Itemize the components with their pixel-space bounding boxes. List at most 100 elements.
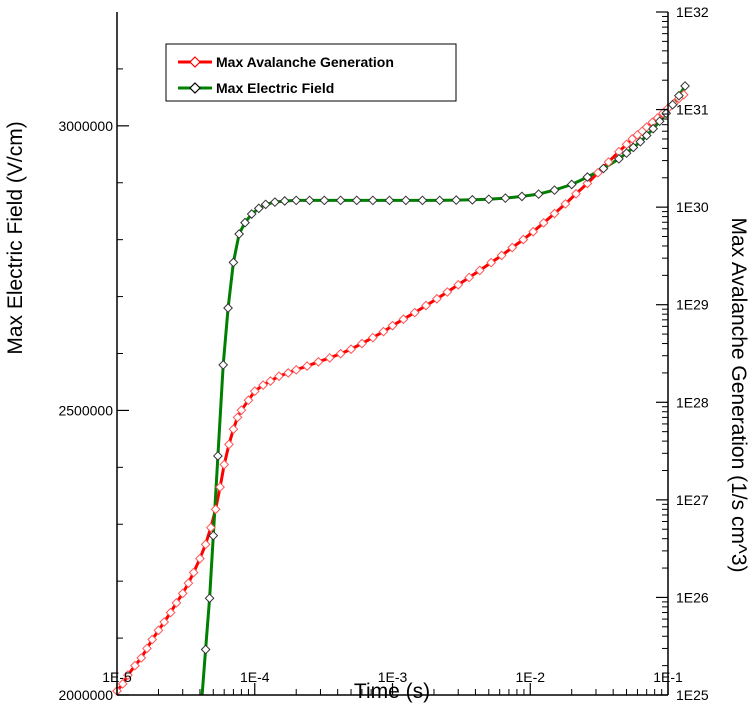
data-point-max-avalanche-generation <box>177 588 188 599</box>
data-point-max-avalanche-generation <box>496 250 507 261</box>
legend-marker-field <box>189 82 201 94</box>
data-point-max-avalanche-generation <box>431 293 442 304</box>
data-point-max-electric-field <box>218 359 229 370</box>
data-point-max-avalanche-generation <box>549 208 560 219</box>
data-point-max-avalanche-generation <box>367 332 378 343</box>
series-markers <box>112 81 690 696</box>
data-point-max-avalanche-generation <box>528 226 539 237</box>
data-point-max-avalanche-generation <box>442 287 453 297</box>
plot-area <box>117 12 668 695</box>
data-point-max-avalanche-generation <box>236 405 247 416</box>
data-point-max-avalanche-generation <box>357 338 367 349</box>
data-point-max-avalanche-generation <box>219 459 230 470</box>
data-point-max-avalanche-generation <box>313 356 324 367</box>
data-point-max-avalanche-generation <box>378 326 389 337</box>
data-point-max-electric-field <box>613 153 624 164</box>
data-point-max-avalanche-generation <box>335 348 346 359</box>
y-tick-label-right: 1E31 <box>676 102 709 118</box>
data-point-max-electric-field <box>335 195 346 206</box>
data-point-max-electric-field <box>549 185 560 196</box>
data-point-max-avalanche-generation <box>387 320 398 331</box>
data-point-max-electric-field <box>204 593 215 604</box>
x-axis-title: Time (s) <box>354 680 430 703</box>
data-point-max-electric-field <box>598 163 609 174</box>
data-point-max-avalanche-generation <box>153 625 164 636</box>
data-point-max-electric-field <box>533 189 544 200</box>
data-point-max-electric-field <box>384 195 395 206</box>
data-point-max-electric-field <box>367 195 378 206</box>
data-point-max-avalanche-generation <box>224 439 234 450</box>
y-tick-label-left: 2500000 <box>58 402 113 418</box>
data-point-max-avalanche-generation <box>171 597 182 608</box>
data-point-max-electric-field <box>253 203 264 214</box>
data-point-max-electric-field <box>667 99 678 110</box>
data-point-max-avalanche-generation <box>324 352 335 363</box>
data-point-max-avalanche-generation <box>188 567 199 578</box>
data-point-max-electric-field <box>483 194 494 205</box>
data-point-max-avalanche-generation <box>258 380 269 391</box>
data-point-max-electric-field <box>654 116 665 127</box>
y-axis-title-right: Max Avalanche Generation (1/s cm^3) <box>727 218 750 573</box>
data-point-max-avalanche-generation <box>122 670 133 680</box>
data-point-max-electric-field <box>212 451 223 461</box>
data-point-max-electric-field <box>260 199 271 210</box>
data-point-max-avalanche-generation <box>291 364 302 375</box>
data-point-max-avalanche-generation <box>538 217 549 228</box>
data-point-max-avalanche-generation <box>409 307 420 318</box>
data-point-max-electric-field <box>500 193 511 204</box>
y-tick-label-right: 1E28 <box>676 394 709 410</box>
data-point-max-electric-field <box>566 179 577 190</box>
data-point-max-electric-field <box>628 142 639 153</box>
data-point-max-electric-field <box>467 194 478 205</box>
data-point-max-electric-field <box>208 530 219 541</box>
data-point-max-avalanche-generation <box>302 361 313 371</box>
data-point-max-avalanche-generation <box>130 660 140 671</box>
y-tick-label-right: 1E32 <box>676 4 709 20</box>
data-point-max-electric-field <box>517 191 527 202</box>
data-point-max-avalanche-generation <box>346 344 356 355</box>
data-point-max-avalanche-generation <box>486 257 497 268</box>
series-line-max-electric-field <box>200 85 687 696</box>
x-tick-label: 1E-1 <box>653 669 683 685</box>
x-tick-label: 1E-2 <box>515 669 545 685</box>
data-point-max-electric-field <box>279 196 290 206</box>
data-point-max-avalanche-generation <box>205 522 216 533</box>
data-point-max-avalanche-generation <box>627 134 638 144</box>
data-point-max-avalanche-generation <box>249 386 260 397</box>
data-point-max-avalanche-generation <box>243 395 254 406</box>
y-tick-label-left: 2000000 <box>58 687 113 703</box>
data-point-max-avalanche-generation <box>117 678 128 689</box>
data-point-max-avalanche-generation <box>421 300 431 311</box>
data-point-max-avalanche-generation <box>560 198 571 209</box>
data-point-max-avalanche-generation <box>464 272 475 283</box>
data-point-max-avalanche-generation <box>232 412 243 423</box>
y-tick-label-left: 3000000 <box>58 118 113 134</box>
data-point-max-avalanche-generation <box>398 314 409 325</box>
legend-marker-avalanche <box>189 56 201 68</box>
data-point-max-electric-field <box>434 195 445 206</box>
legend: Max Avalanche Generation Max Electric Fi… <box>165 43 457 102</box>
data-point-max-electric-field <box>304 195 315 206</box>
data-point-max-avalanche-generation <box>518 234 529 245</box>
x-tick-label: 1E-3 <box>378 669 408 685</box>
data-point-max-electric-field <box>246 209 257 219</box>
data-point-max-avalanche-generation <box>183 578 194 589</box>
data-point-max-avalanche-generation <box>142 643 152 654</box>
data-point-max-avalanche-generation <box>210 504 221 515</box>
data-point-max-electric-field <box>621 148 632 159</box>
axes: 1E-5 1E-4 1E-3 1E-2 1E-1 2000000 2500000 300000… <box>58 4 708 703</box>
data-point-max-avalanche-generation <box>453 279 464 290</box>
data-point-max-electric-field <box>228 257 239 268</box>
data-point-max-avalanche-generation <box>603 157 614 167</box>
data-point-max-electric-field <box>680 81 690 91</box>
data-point-max-electric-field <box>269 197 280 208</box>
data-point-max-electric-field <box>234 229 245 239</box>
data-point-max-avalanche-generation <box>165 607 176 618</box>
data-point-max-electric-field <box>582 172 593 182</box>
y-tick-label-right: 1E26 <box>676 589 709 605</box>
data-point-max-avalanche-generation <box>582 178 593 189</box>
legend-label-field: Max Electric Field <box>216 80 334 96</box>
data-point-max-avalanche-generation <box>274 371 284 382</box>
data-point-max-avalanche-generation <box>195 553 205 564</box>
